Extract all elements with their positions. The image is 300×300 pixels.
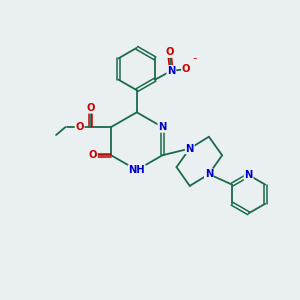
Text: O: O <box>166 47 174 57</box>
Text: ⁻: ⁻ <box>193 56 197 65</box>
Text: N: N <box>167 66 176 76</box>
Text: N: N <box>205 169 213 179</box>
Text: O: O <box>75 122 84 132</box>
Text: N: N <box>244 170 253 180</box>
Text: O: O <box>182 64 190 74</box>
Text: N: N <box>158 122 166 132</box>
Text: NH: NH <box>128 165 145 175</box>
Text: O: O <box>86 103 95 113</box>
Text: N: N <box>186 143 194 154</box>
Text: O: O <box>88 150 97 160</box>
